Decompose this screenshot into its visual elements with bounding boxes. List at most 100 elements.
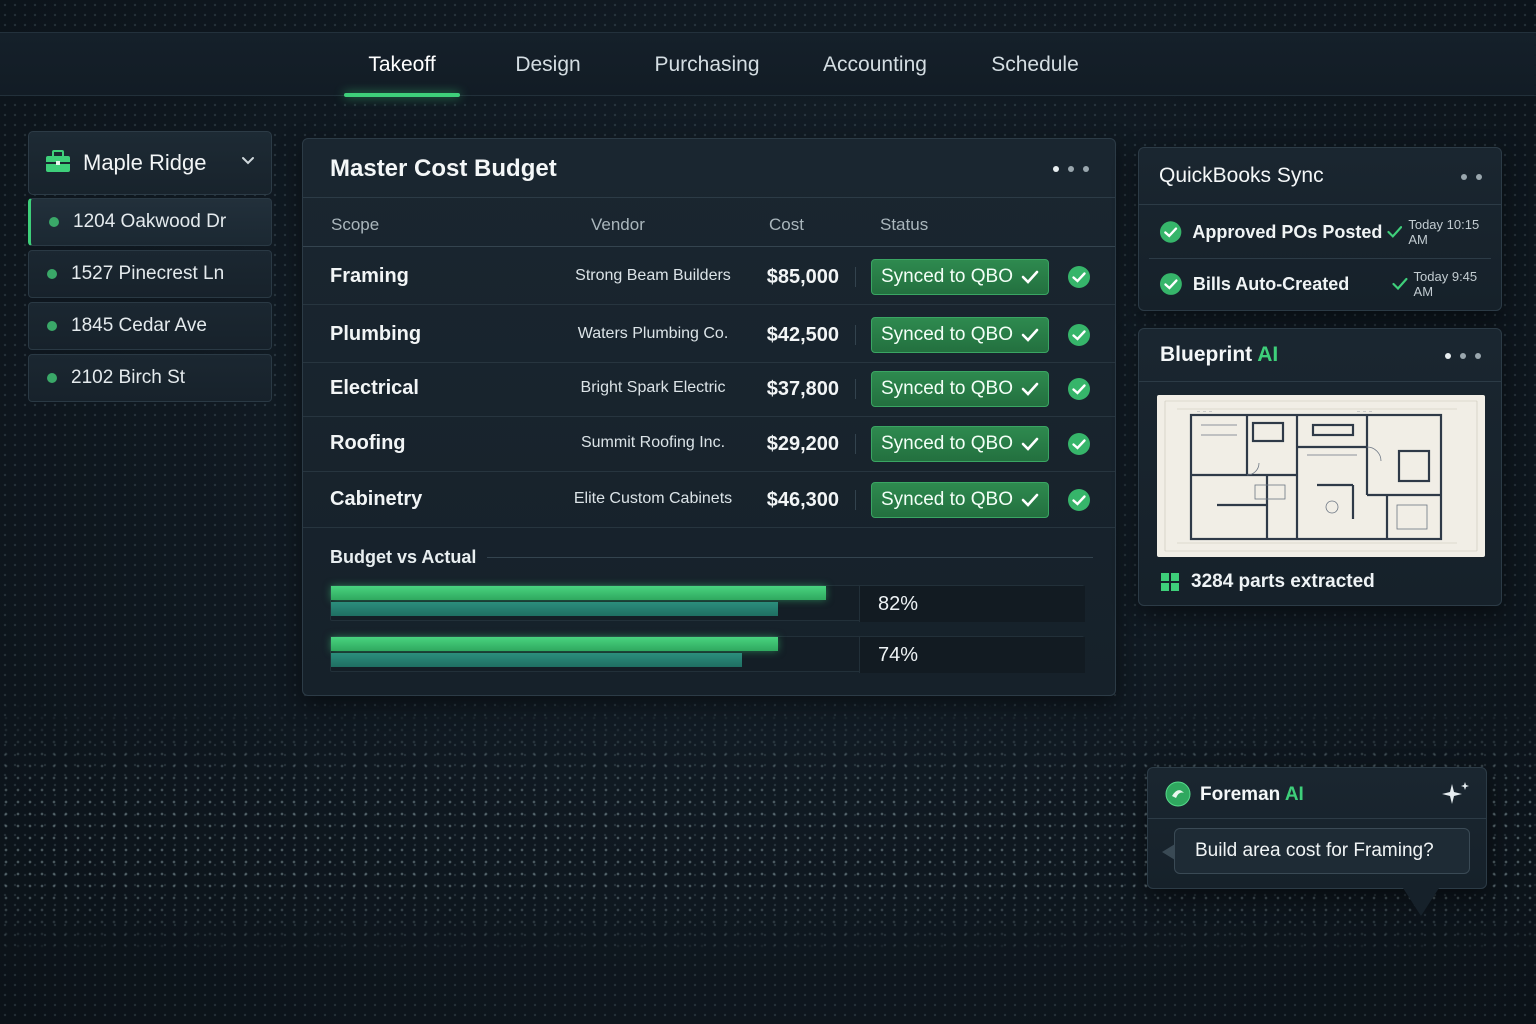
cost-cell: $46,300	[766, 489, 839, 511]
foreman-logo-icon	[1165, 781, 1191, 812]
building-icon	[45, 149, 71, 178]
title-accent: AI	[1257, 343, 1279, 366]
synced-status-button[interactable]: Synced to QBO	[871, 482, 1049, 518]
project-name: Maple Ridge	[83, 150, 207, 175]
synced-status-button[interactable]: Synced to QBO	[871, 317, 1049, 353]
scope-cell: Electrical	[330, 377, 419, 399]
floor-plan-image[interactable]: — — — — — —	[1157, 395, 1485, 557]
status-label: Synced to QBO	[880, 378, 1013, 399]
address-item-1204-oakwood[interactable]: 1204 Oakwood Dr	[28, 198, 272, 246]
status-label: Synced to QBO	[880, 266, 1013, 287]
percent-label: 74%	[859, 637, 1085, 673]
check-circle-icon	[1067, 432, 1091, 461]
tab-accounting[interactable]: Accounting	[823, 53, 927, 76]
table-row[interactable]: Electrical Bright Spark Electric $37,800…	[303, 361, 1115, 417]
divider	[1149, 258, 1491, 259]
check-circle-icon	[1159, 273, 1182, 295]
synced-status-button[interactable]: Synced to QBO	[871, 259, 1049, 295]
address-label: 2102 Birch St	[71, 367, 186, 388]
address-item-2102-birch[interactable]: 2102 Birch St	[28, 354, 272, 402]
address-label: 1845 Cedar Ave	[71, 315, 207, 336]
status-dot	[49, 217, 59, 227]
column-header-status: Status	[880, 215, 929, 234]
column-header-vendor: Vendor	[591, 215, 645, 234]
bubble-tail	[1162, 844, 1175, 860]
more-options-icon[interactable]	[1461, 174, 1482, 180]
tab-design[interactable]: Design	[515, 53, 581, 76]
check-circle-icon	[1067, 488, 1091, 517]
cost-cell: $37,800	[766, 378, 839, 400]
project-selector[interactable]: Maple Ridge	[28, 131, 272, 195]
cost-cell: $42,500	[766, 324, 839, 346]
prompt-text: Build area cost for Framing?	[1195, 840, 1434, 861]
synced-status-button[interactable]: Synced to QBO	[871, 426, 1049, 462]
tab-schedule[interactable]: Schedule	[991, 53, 1079, 76]
blueprint-ai-panel: Blueprint AI	[1138, 328, 1502, 606]
panel-title: Foreman AI	[1200, 784, 1304, 806]
percent-label: 82%	[859, 586, 1085, 622]
status-label: Synced to QBO	[880, 324, 1013, 345]
check-icon	[1387, 226, 1402, 238]
sparkle-icon[interactable]	[1440, 780, 1472, 811]
actual-bar-fill	[331, 602, 778, 616]
panel-title: Master Cost Budget	[330, 155, 557, 182]
status-label: Synced to QBO	[880, 489, 1013, 510]
sync-item-label: Approved POs Posted	[1192, 221, 1383, 242]
chevron-down-icon[interactable]	[241, 154, 255, 173]
scope-cell: Plumbing	[330, 323, 422, 345]
status-dot	[47, 269, 57, 279]
check-icon	[1021, 437, 1039, 451]
more-options-icon[interactable]	[1053, 166, 1089, 172]
tab-purchasing[interactable]: Purchasing	[654, 53, 760, 76]
actual-bar-fill	[331, 653, 742, 667]
address-item-1527-pinecrest[interactable]: 1527 Pinecrest Ln	[28, 250, 272, 298]
address-item-1845-cedar[interactable]: 1845 Cedar Ave	[28, 302, 272, 350]
divider	[855, 434, 856, 454]
sync-log-item: Bills Auto-Created Today 9:45 AM	[1159, 264, 1499, 304]
panel-title: Blueprint AI	[1160, 343, 1278, 367]
scope-cell: Roofing	[330, 432, 406, 454]
address-label: 1527 Pinecrest Ln	[71, 263, 225, 284]
check-icon	[1021, 493, 1039, 507]
vendor-cell: Summit Roofing Inc.	[580, 434, 726, 451]
vendor-cell: Strong Beam Builders	[575, 267, 731, 284]
check-circle-icon	[1067, 265, 1091, 294]
divider	[487, 557, 1093, 558]
scope-cell: Cabinetry	[330, 488, 423, 510]
check-icon	[1021, 270, 1039, 284]
status-dot	[47, 373, 57, 383]
check-circle-icon	[1067, 323, 1091, 352]
budget-vs-actual-label: Budget vs Actual	[330, 547, 477, 567]
address-label: 1204 Oakwood Dr	[73, 211, 227, 232]
cost-cell: $29,200	[766, 433, 839, 455]
column-header-scope: Scope	[331, 215, 380, 234]
svg-text:— — —: — — —	[1197, 409, 1213, 415]
column-header-cost: Cost	[769, 215, 804, 234]
sync-log-item: Approved POs Posted Today 10:15 AM	[1159, 212, 1499, 252]
tab-takeoff[interactable]: Takeoff	[368, 53, 436, 76]
more-options-icon[interactable]	[1445, 353, 1481, 359]
sync-timestamp: Today 10:15 AM	[1408, 217, 1480, 247]
divider	[855, 267, 856, 287]
synced-status-button[interactable]: Synced to QBO	[871, 371, 1049, 407]
budget-bar-fill	[331, 586, 826, 600]
panel-title: QuickBooks Sync	[1159, 164, 1324, 187]
table-row[interactable]: Roofing Summit Roofing Inc. $29,200 Sync…	[303, 416, 1115, 472]
divider	[303, 197, 1115, 198]
divider	[1139, 204, 1501, 205]
master-cost-budget-panel: Master Cost Budget Scope Vendor Cost Sta…	[302, 138, 1116, 696]
table-row[interactable]: Framing Strong Beam Builders $85,000 Syn…	[303, 249, 1115, 305]
callout-pointer	[1403, 888, 1439, 916]
table-row[interactable]: Cabinetry Elite Custom Cabinets $46,300 …	[303, 472, 1115, 528]
vendor-cell: Waters Plumbing Co.	[577, 325, 729, 342]
status-dot	[47, 321, 57, 331]
cost-cell: $85,000	[766, 266, 839, 288]
table-row[interactable]: Plumbing Waters Plumbing Co. $42,500 Syn…	[303, 307, 1115, 363]
ai-prompt-bubble[interactable]: Build area cost for Framing?	[1174, 828, 1470, 874]
parts-label: 3284 parts extracted	[1191, 571, 1375, 592]
top-nav: Takeoff Design Purchasing Accounting Sch…	[0, 32, 1536, 97]
budget-bar-fill	[331, 637, 778, 651]
sync-item-label: Bills Auto-Created	[1192, 273, 1350, 294]
active-tab-indicator	[344, 93, 460, 97]
check-icon	[1021, 382, 1039, 396]
